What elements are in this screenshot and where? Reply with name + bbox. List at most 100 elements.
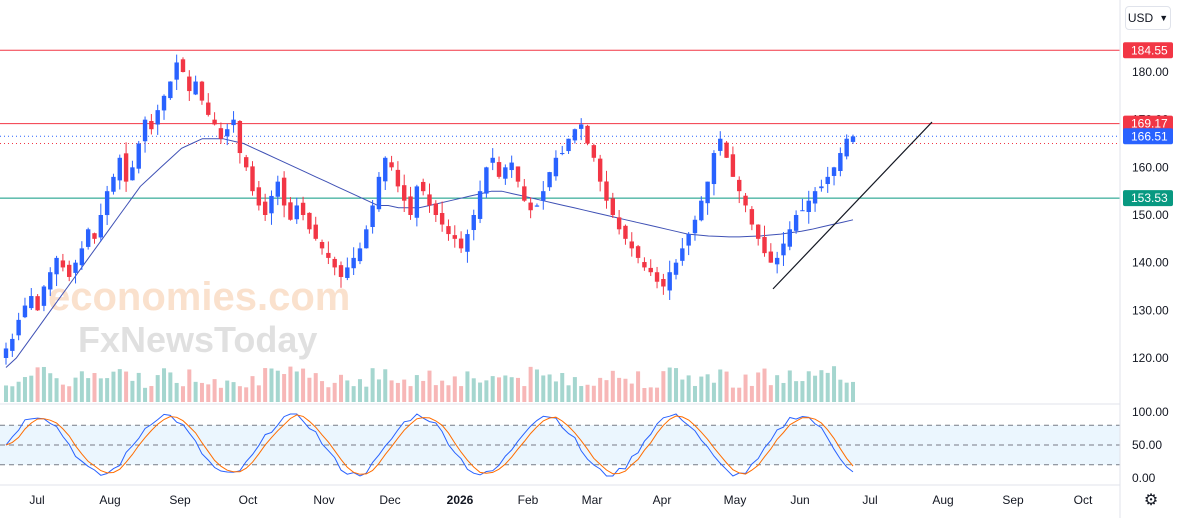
volume-bar xyxy=(111,371,116,402)
candle-body xyxy=(193,81,198,95)
price-tag xyxy=(1123,128,1173,145)
stochastic-panel xyxy=(0,413,1120,477)
volume-bar xyxy=(478,382,483,402)
trendline[interactable] xyxy=(772,121,933,290)
candle-body xyxy=(781,243,786,256)
candle-body xyxy=(275,181,280,197)
candle-body xyxy=(522,186,527,201)
candle-body xyxy=(642,262,647,268)
volume-bar xyxy=(16,381,21,402)
candle-body xyxy=(673,262,679,275)
volume-bar xyxy=(54,378,59,402)
x-tick-label: May xyxy=(724,493,747,507)
candle-body xyxy=(364,229,369,249)
volume-bar xyxy=(775,375,780,402)
candle-body xyxy=(281,177,287,206)
volume-bar xyxy=(206,384,211,402)
candle-body xyxy=(800,210,805,212)
candle-body xyxy=(490,157,495,163)
volume-bar xyxy=(105,378,110,402)
volume-bar xyxy=(288,366,293,402)
volume-bar xyxy=(566,385,571,402)
candle-body xyxy=(503,167,508,179)
candle-body xyxy=(174,62,179,80)
candle-body xyxy=(414,186,420,218)
volume-bar xyxy=(623,378,628,402)
watermark-line2: FxNewsToday xyxy=(78,319,317,360)
volume-bar xyxy=(692,385,697,402)
volume-bar xyxy=(427,370,432,402)
candle-body xyxy=(149,121,154,130)
x-tick-label: Sep xyxy=(169,493,191,507)
volume-bar xyxy=(515,377,520,402)
y-tick-label: 120.00 xyxy=(1132,351,1169,365)
volume-bar xyxy=(718,369,723,402)
candle-body xyxy=(60,260,66,268)
volume-bar xyxy=(307,377,312,402)
volume-bar xyxy=(522,386,527,402)
stochastic-axis: 100.00 50.00 0.00 xyxy=(1132,405,1169,485)
volume-bar xyxy=(629,383,634,402)
candle-body xyxy=(585,125,590,144)
candle-body xyxy=(117,157,122,181)
volume-bar xyxy=(636,371,641,402)
volume-bar xyxy=(604,380,609,402)
candle-body xyxy=(762,236,767,254)
volume-bar xyxy=(282,374,287,402)
candle-body xyxy=(262,201,268,215)
candle-body xyxy=(104,191,110,216)
currency-button[interactable]: USD ▼ xyxy=(1125,6,1171,30)
volume-bar xyxy=(768,385,773,402)
candle-body xyxy=(41,286,47,306)
volume-bar xyxy=(737,387,742,402)
volume-bar xyxy=(433,385,438,402)
candle-body xyxy=(509,162,514,171)
candle-body xyxy=(768,251,774,263)
volume-bar xyxy=(130,380,135,402)
volume-bar xyxy=(86,378,91,402)
candle-body xyxy=(654,272,660,282)
volume-bar xyxy=(825,372,830,402)
volume-bar xyxy=(332,382,337,402)
x-tick-label: Oct xyxy=(239,493,258,507)
candle-body xyxy=(136,143,141,169)
candle-body xyxy=(661,279,666,287)
volume-bar xyxy=(29,375,34,402)
volume-bar xyxy=(572,377,577,402)
candle-body xyxy=(819,186,824,189)
candle-body xyxy=(408,196,413,215)
candle-body xyxy=(737,179,742,192)
candle-body xyxy=(629,241,634,249)
volume-bar xyxy=(743,374,748,402)
volume-bar xyxy=(838,379,843,402)
volume-bar xyxy=(67,386,72,402)
candle-body xyxy=(553,157,559,177)
gear-icon[interactable]: ⚙ xyxy=(1143,492,1159,509)
volume-bar xyxy=(711,382,716,402)
volume-bar xyxy=(465,371,470,402)
candle-body xyxy=(225,129,230,137)
x-tick-label: Jul xyxy=(29,493,44,507)
x-tick-label: Aug xyxy=(932,493,953,507)
candle-body xyxy=(597,158,603,182)
candle-body xyxy=(10,338,15,351)
volume-bar xyxy=(376,379,381,402)
time-axis[interactable]: Jul Aug Sep Oct Nov Dec 2026 Feb Mar Apr May Jun Jul… xyxy=(29,493,1093,507)
candle-body xyxy=(699,200,704,221)
candle-body xyxy=(16,319,21,336)
candle-body xyxy=(269,195,274,214)
volume-bar xyxy=(509,377,514,402)
volume-bar xyxy=(490,376,495,402)
candle-body xyxy=(686,234,691,246)
y-tick-label: 180.00 xyxy=(1132,65,1169,79)
volume-bar xyxy=(674,368,679,402)
price-tag xyxy=(1123,115,1173,132)
candle-body xyxy=(54,257,59,275)
volume-bar xyxy=(225,380,230,402)
volume-bar xyxy=(832,366,837,402)
volume-bar xyxy=(680,379,685,402)
volume-bar xyxy=(585,384,590,402)
volume-bar xyxy=(351,386,356,402)
